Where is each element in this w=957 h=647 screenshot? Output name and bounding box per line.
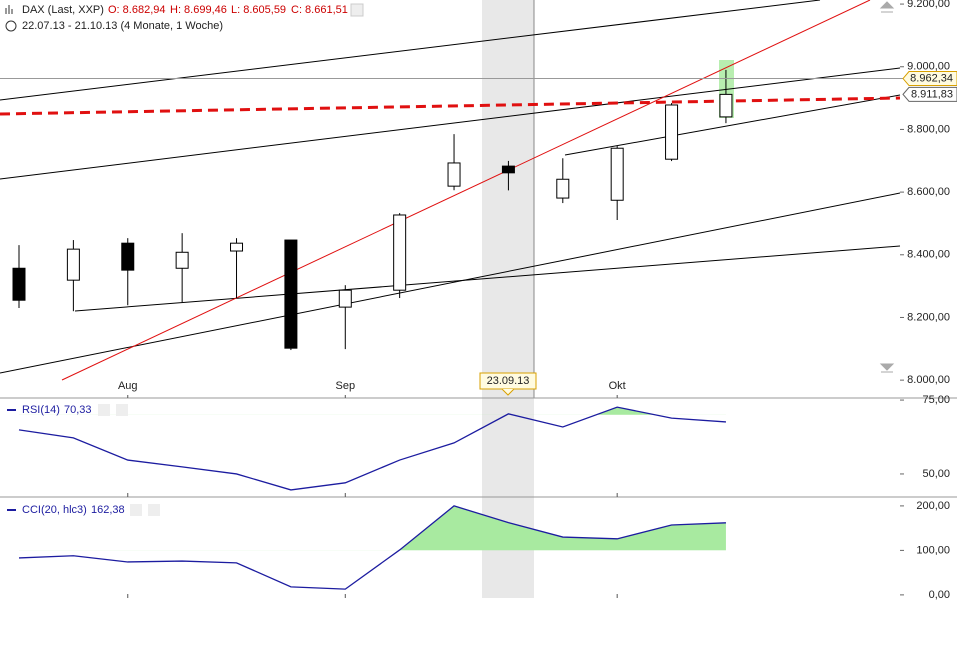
candle-body (284, 239, 298, 349)
scroll-up[interactable] (879, 1, 895, 13)
trend-line (74, 245, 901, 312)
crosshair-band (482, 0, 534, 598)
chart-icon (5, 5, 13, 14)
area-fill (506, 407, 656, 415)
price-label-box (902, 71, 957, 87)
candle-body (393, 214, 407, 291)
x-tick-label: Aug (118, 380, 138, 392)
indicator-close[interactable] (116, 404, 128, 416)
area-fill (399, 505, 726, 551)
candle-body (175, 251, 189, 269)
trend-line (61, 0, 871, 381)
date-range: 22.07.13 - 21.10.13 (4 Monate, 1 Woche) (22, 20, 223, 32)
y-tick-label: 8.600,00 (907, 186, 950, 198)
candle-body (447, 162, 461, 187)
indicator-value: 70,33 (64, 404, 92, 416)
crosshair-label: 23.09.13 (487, 375, 530, 387)
price-label: 8.911,83 (911, 88, 953, 100)
trend-line (0, 0, 821, 101)
y-tick-label: 9.200,00 (907, 0, 950, 10)
indicator-title: CCI(20, hlc3) (22, 504, 87, 516)
indicator-line (18, 406, 726, 491)
candle-body (501, 165, 515, 174)
y-tick-label: 8.400,00 (907, 249, 950, 261)
crosshair-pointer (501, 388, 515, 396)
trend-line (0, 67, 901, 180)
y-tick-label: 8.000,00 (907, 374, 950, 386)
y-tick-label: 75,00 (922, 394, 950, 406)
indicator-line (18, 505, 726, 590)
ohlc-info: L: 8.605,59 (231, 4, 286, 16)
indicator-settings[interactable] (98, 404, 110, 416)
price-label-box (902, 86, 957, 102)
ohlc-info: H: 8.699,46 (170, 4, 227, 16)
scroll-down[interactable] (879, 363, 895, 373)
candle-body (66, 248, 80, 281)
instrument-title: DAX (Last, XXP) (22, 4, 104, 16)
candle-body (12, 267, 26, 301)
price-label: 8.962,34 (910, 72, 953, 84)
y-tick-label: 0,00 (929, 589, 950, 601)
x-tick-label: Okt (609, 380, 626, 392)
resistance-line (0, 96, 901, 116)
candle-body (338, 289, 352, 308)
clock-icon (5, 20, 17, 32)
trend-line (564, 94, 901, 156)
ohlc-info: C: 8.661,51 (291, 4, 348, 16)
candle-body (230, 242, 244, 252)
ohlc-info: O: 8.682,94 (108, 4, 166, 16)
candle-body (610, 147, 624, 201)
y-tick-label: 200,00 (916, 500, 950, 512)
trend-line (0, 192, 901, 374)
candle-body (121, 242, 135, 271)
y-tick-label: 100,00 (916, 544, 950, 556)
candle-body (556, 178, 570, 199)
y-tick-label: 8.800,00 (907, 123, 950, 135)
candle-body (719, 93, 733, 118)
indicator-settings[interactable] (130, 504, 142, 516)
drawings (0, 0, 901, 381)
settings-button[interactable] (350, 3, 364, 17)
indicator-value: 162,38 (91, 504, 125, 516)
y-tick-label: 8.200,00 (907, 311, 950, 323)
x-tick-label: Sep (335, 380, 355, 392)
indicator-title: RSI(14) (22, 404, 60, 416)
indicator-close[interactable] (148, 504, 160, 516)
y-tick-label: 50,00 (922, 468, 950, 480)
panel-headers: RSI(14) 70,33 CCI(20, hlc3) 162,38 (7, 404, 160, 516)
y-tick-label: 9.000,00 (907, 61, 950, 73)
candle-body (665, 104, 679, 160)
